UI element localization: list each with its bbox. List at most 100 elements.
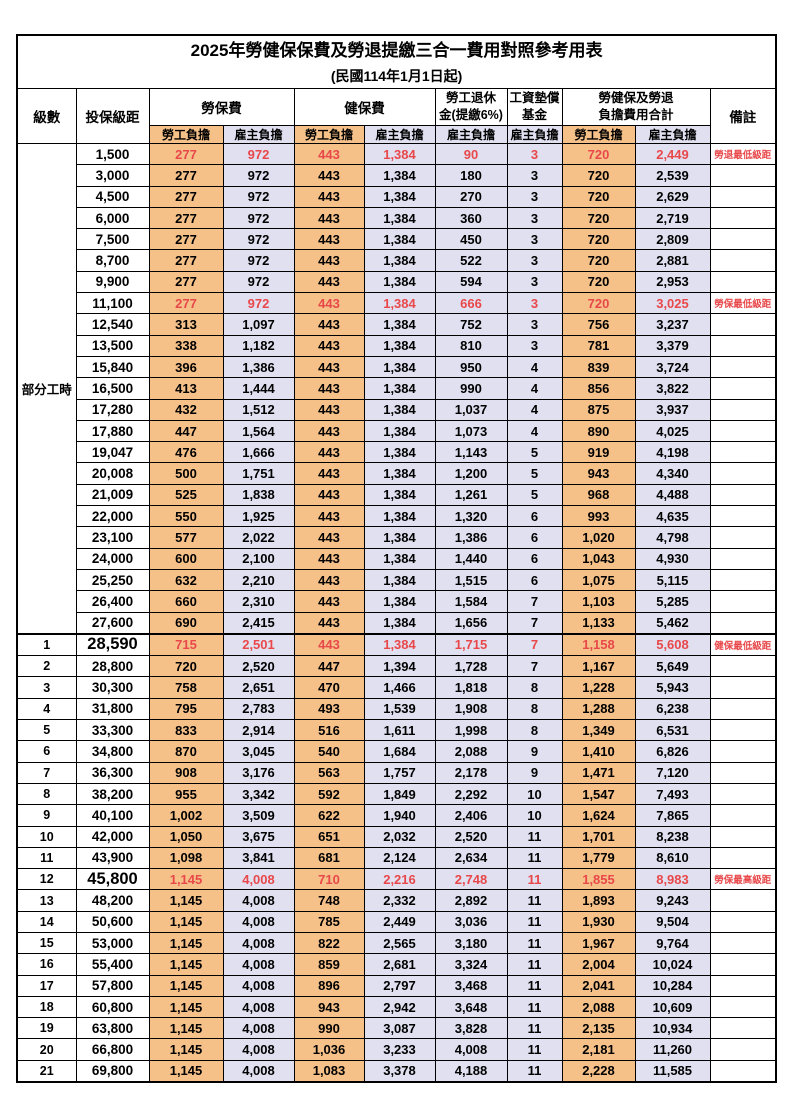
labor-ins-employee-cell: 795 <box>148 697 224 721</box>
health-ins-employer-cell: 1,384 <box>363 568 436 592</box>
table-row: 18 60,800 1,145 4,008 943 2,942 3,648 11 2,088 10… <box>16 995 777 1019</box>
wage-fund-employer-cell: 3 <box>506 228 563 251</box>
total-employer-cell: 2,953 <box>634 270 711 294</box>
labor-ins-employer-cell: 1,564 <box>222 419 295 443</box>
total-employee-cell: 2,041 <box>561 974 636 997</box>
health-ins-employee-cell: 443 <box>293 419 365 443</box>
level-cell: 18 <box>16 995 77 1019</box>
page-subtitle: (民國114年1月1日起) <box>330 68 463 84</box>
health-ins-employee-cell: 443 <box>293 270 365 294</box>
header-total-employer: 雇主負擔 <box>634 125 711 144</box>
pension-employer-cell: 90 <box>434 142 508 166</box>
header-wage-fund: 工資墊償 基金 <box>506 88 563 126</box>
total-employer-cell: 4,798 <box>634 526 711 549</box>
level-cell: 15 <box>16 931 77 955</box>
total-employee-cell: 1,288 <box>561 697 636 721</box>
total-employer-cell: 2,719 <box>634 206 711 230</box>
remark-cell: 勞退最低級距 <box>709 142 777 166</box>
total-employee-cell: 2,088 <box>561 995 636 1019</box>
table-row: 13,500 338 1,182 443 1,384 810 3 781 3,379 <box>17 334 777 357</box>
total-employee-cell: 2,228 <box>561 1059 636 1083</box>
remark-cell <box>709 1059 777 1083</box>
labor-ins-employer-cell: 1,386 <box>222 355 295 379</box>
pension-employer-cell: 1,998 <box>434 719 508 742</box>
insured-bracket-cell: 20,008 <box>75 462 150 485</box>
pension-employer-cell: 2,406 <box>434 804 508 827</box>
health-ins-employee-cell: 443 <box>293 483 365 507</box>
total-employee-cell: 756 <box>561 313 636 336</box>
wage-fund-employer-cell: 11 <box>506 1038 563 1061</box>
table-row: 8 38,200 955 3,342 592 1,849 2,292 10 1,547 7,493 <box>16 782 777 806</box>
table-row: 8,700 277 972 443 1,384 522 3 720 2,881 <box>17 249 777 272</box>
remark-cell <box>709 441 777 464</box>
total-employer-cell: 11,585 <box>634 1059 711 1083</box>
total-employee-cell: 839 <box>561 355 636 379</box>
total-employee-cell: 720 <box>561 164 636 187</box>
table-row: 4,500 277 972 443 1,384 270 3 720 2,629 <box>17 185 777 208</box>
remark-cell <box>709 228 777 251</box>
health-ins-employee-cell: 990 <box>293 1017 365 1040</box>
remark-cell <box>709 590 777 613</box>
health-ins-employer-cell: 1,757 <box>363 761 436 784</box>
labor-ins-employee-cell: 396 <box>148 355 224 379</box>
wage-fund-employer-cell: 6 <box>506 526 563 549</box>
labor-ins-employer-cell: 2,651 <box>222 676 295 699</box>
insured-bracket-cell: 22,000 <box>75 505 150 528</box>
total-employer-cell: 4,635 <box>634 505 711 528</box>
health-ins-employee-cell: 443 <box>293 377 365 400</box>
remark-cell <box>709 910 777 933</box>
health-ins-employee-cell: 443 <box>293 142 365 166</box>
table-row: 2 28,800 720 2,520 447 1,394 1,728 7 1,167 5,649 <box>16 655 777 678</box>
table-row: 19,047 476 1,666 443 1,384 1,143 5 919 4,198 <box>17 441 777 464</box>
remark-cell <box>709 1038 777 1061</box>
health-ins-employee-cell: 443 <box>293 547 365 570</box>
table-row: 14 50,600 1,145 4,008 785 2,449 3,036 11 1,930 9,… <box>16 910 777 933</box>
health-ins-employee-cell: 443 <box>293 568 365 592</box>
labor-ins-employer-cell: 2,520 <box>222 655 295 678</box>
total-employee-cell: 720 <box>561 270 636 294</box>
labor-ins-employer-cell: 972 <box>222 249 295 272</box>
labor-ins-employer-cell: 3,675 <box>222 825 295 848</box>
wage-fund-employer-cell: 11 <box>506 846 563 870</box>
labor-ins-employer-cell: 972 <box>222 292 295 315</box>
remark-cell <box>709 505 777 528</box>
health-ins-employee-cell: 896 <box>293 974 365 997</box>
labor-ins-employee-cell: 277 <box>148 292 224 315</box>
health-ins-employee-cell: 822 <box>293 931 365 955</box>
health-ins-employee-cell: 443 <box>293 206 365 230</box>
pension-employer-cell: 270 <box>434 185 508 208</box>
wage-fund-employer-cell: 4 <box>506 355 563 379</box>
health-ins-employer-cell: 1,384 <box>363 270 436 294</box>
wage-fund-employer-cell: 5 <box>506 441 563 464</box>
wage-fund-employer-cell: 7 <box>506 632 563 657</box>
labor-ins-employer-cell: 4,008 <box>222 1038 295 1061</box>
level-cell: 4 <box>16 697 77 721</box>
pension-employer-cell: 4,008 <box>434 1038 508 1061</box>
health-ins-employer-cell: 1,384 <box>363 355 436 379</box>
table-row: 21 69,800 1,145 4,008 1,083 3,378 4,188 11 2,228… <box>16 1059 777 1083</box>
level-cell: 11 <box>16 846 77 870</box>
health-ins-employee-cell: 1,083 <box>293 1059 365 1083</box>
pension-employer-cell: 1,073 <box>434 419 508 443</box>
part-time-cell: 部分工時 <box>16 142 77 635</box>
wage-fund-employer-cell: 11 <box>506 931 563 955</box>
remark-cell <box>709 825 777 848</box>
wage-fund-employer-cell: 4 <box>506 377 563 400</box>
health-ins-employee-cell: 447 <box>293 655 365 678</box>
labor-ins-employee-cell: 432 <box>148 398 224 421</box>
level-cell: 12 <box>16 868 77 891</box>
remark-cell <box>709 761 777 784</box>
pension-employer-cell: 1,143 <box>434 441 508 464</box>
labor-ins-employer-cell: 2,501 <box>222 632 295 657</box>
labor-ins-employer-cell: 3,841 <box>222 846 295 870</box>
health-ins-employer-cell: 3,378 <box>363 1059 436 1083</box>
health-ins-employer-cell: 1,684 <box>363 740 436 763</box>
health-ins-employer-cell: 1,940 <box>363 804 436 827</box>
pension-employer-cell: 1,386 <box>434 526 508 549</box>
total-employer-cell: 4,930 <box>634 547 711 570</box>
health-ins-employer-cell: 1,849 <box>363 782 436 806</box>
remark-cell <box>709 313 777 336</box>
total-employee-cell: 1,547 <box>561 782 636 806</box>
wage-fund-employer-cell: 5 <box>506 462 563 485</box>
insured-bracket-cell: 28,590 <box>75 632 150 657</box>
